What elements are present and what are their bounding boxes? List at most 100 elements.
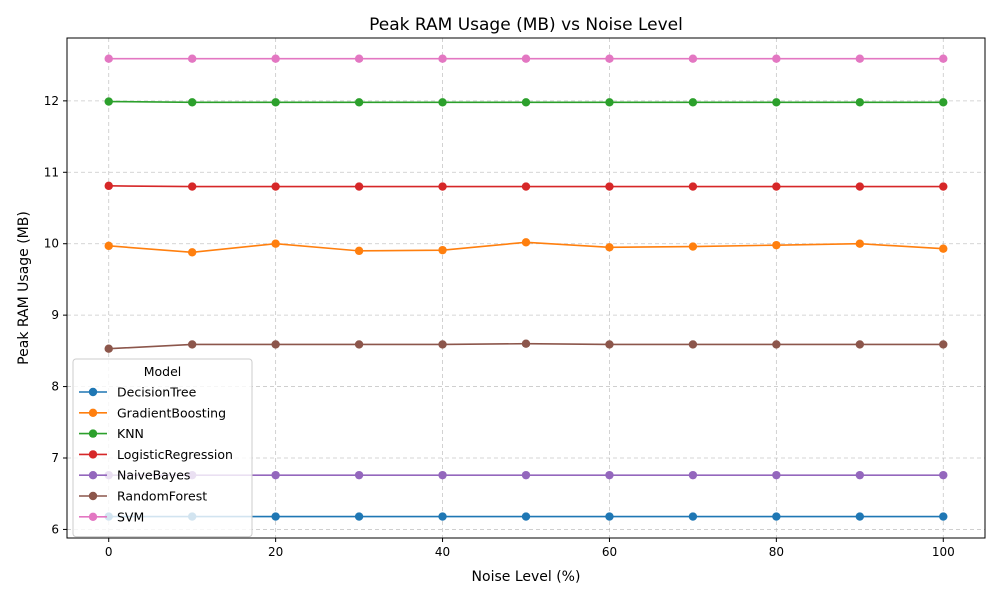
legend-item: LogisticRegression xyxy=(79,447,233,462)
data-point xyxy=(521,512,531,521)
x-axis-label: Noise Level (%) xyxy=(472,569,581,585)
data-point xyxy=(354,470,364,480)
data-point xyxy=(438,512,447,521)
data-point xyxy=(187,182,197,191)
data-point xyxy=(271,54,280,63)
legend-label: RandomForest xyxy=(117,489,207,504)
series-svm xyxy=(104,54,948,63)
y-tick-label: 8 xyxy=(51,380,59,394)
data-point xyxy=(521,182,531,191)
legend-label: KNN xyxy=(117,426,144,441)
data-point xyxy=(104,181,113,191)
data-point xyxy=(104,344,113,353)
legend-title: Model xyxy=(144,364,182,379)
data-point xyxy=(605,182,614,191)
legend-label: SVM xyxy=(117,509,144,524)
chart-title: Peak RAM Usage (MB) vs Noise Level xyxy=(369,15,683,35)
legend-swatch-marker xyxy=(88,491,98,501)
data-point xyxy=(772,54,781,63)
series-gradientboosting xyxy=(104,238,948,257)
data-point xyxy=(688,182,698,191)
data-point xyxy=(688,98,698,107)
data-point xyxy=(521,54,531,63)
data-point xyxy=(104,54,113,63)
y-tick-label: 6 xyxy=(51,522,59,536)
data-point xyxy=(354,340,364,349)
legend-label: DecisionTree xyxy=(117,385,197,400)
legend: Model DecisionTree GradientBoosting KNN Log… xyxy=(72,358,253,538)
legend-swatch-marker xyxy=(88,387,98,397)
data-point xyxy=(605,243,614,252)
y-axis-label: Peak RAM Usage (MB) xyxy=(16,211,32,365)
data-point xyxy=(772,98,781,107)
data-point xyxy=(438,340,447,349)
data-point xyxy=(271,340,280,349)
series-randomforest xyxy=(104,339,948,353)
data-point xyxy=(605,340,614,349)
legend-label: GradientBoosting xyxy=(117,405,226,420)
data-point xyxy=(939,340,948,349)
legend-item: SVM xyxy=(79,509,144,524)
y-tick-label: 9 xyxy=(51,308,59,322)
data-point xyxy=(187,248,197,257)
data-point xyxy=(688,470,698,480)
legend-swatch-marker xyxy=(88,471,98,480)
data-point xyxy=(939,182,948,191)
data-point xyxy=(438,245,447,255)
legend-swatch-marker xyxy=(88,450,98,459)
y-tick-label: 10 xyxy=(44,237,59,251)
x-tick-label: 60 xyxy=(602,545,617,559)
legend-swatch-marker xyxy=(88,512,98,521)
data-point xyxy=(521,238,531,247)
legend-item: GradientBoosting xyxy=(79,405,226,420)
data-point xyxy=(271,512,280,521)
data-point xyxy=(521,339,531,348)
data-point xyxy=(521,98,531,107)
data-point xyxy=(772,340,781,349)
data-point xyxy=(772,470,781,480)
data-point xyxy=(688,242,698,251)
legend-label: LogisticRegression xyxy=(117,447,233,462)
data-point xyxy=(354,182,364,191)
legend-item: DecisionTree xyxy=(79,385,197,400)
data-point xyxy=(271,239,280,248)
data-point xyxy=(855,239,865,248)
data-point xyxy=(855,54,865,63)
data-point xyxy=(187,54,197,63)
legend-box xyxy=(72,358,253,538)
data-point xyxy=(939,512,948,521)
legend-item: NaiveBayes xyxy=(79,468,190,483)
data-point xyxy=(187,340,197,349)
data-point xyxy=(271,98,280,107)
data-point xyxy=(605,470,614,480)
y-tick-label: 12 xyxy=(44,94,59,108)
data-point xyxy=(939,98,948,107)
data-point xyxy=(104,241,113,251)
data-point xyxy=(855,340,865,349)
data-point xyxy=(354,54,364,63)
data-point xyxy=(688,512,698,521)
data-point xyxy=(104,97,113,106)
legend-swatch-marker xyxy=(88,429,98,438)
y-tick-label: 7 xyxy=(51,451,59,465)
series-knn xyxy=(104,97,948,107)
x-tick-label: 80 xyxy=(769,545,784,559)
data-point xyxy=(438,182,447,191)
data-point xyxy=(688,54,698,63)
axis-ticks: 0 20 40 60 80 100 6 7 8 9 10 11 12 xyxy=(44,94,955,559)
data-point xyxy=(354,512,364,521)
x-tick-label: 40 xyxy=(435,545,450,559)
data-point xyxy=(855,470,865,480)
legend-swatch-marker xyxy=(88,408,98,417)
data-point xyxy=(855,182,865,191)
data-point xyxy=(438,54,447,63)
series-logisticregression xyxy=(104,181,948,191)
data-point xyxy=(855,98,865,107)
plot-frame xyxy=(66,37,986,539)
data-point xyxy=(187,98,197,107)
data-point xyxy=(605,512,614,521)
data-point xyxy=(939,244,948,253)
legend-item: RandomForest xyxy=(79,489,207,504)
legend-item: KNN xyxy=(79,426,144,441)
data-point xyxy=(688,340,698,349)
